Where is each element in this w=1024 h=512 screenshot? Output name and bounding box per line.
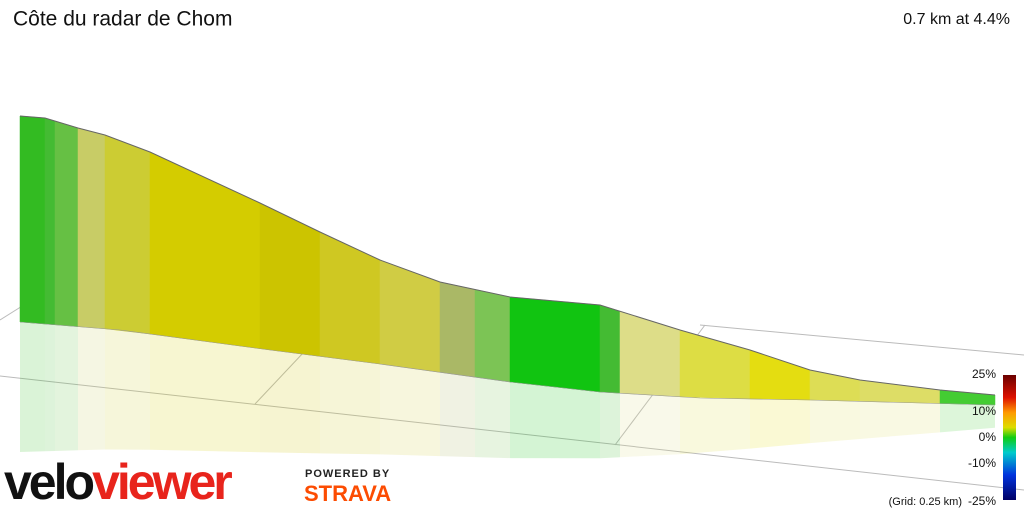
grid-note: (Grid: 0.25 km) [889, 496, 962, 508]
profile-segment [439, 281, 476, 378]
profile-segment [810, 400, 860, 444]
profile-segment [859, 379, 941, 404]
profile-segment [54, 120, 79, 327]
gradient-scale [1003, 375, 1016, 500]
profile-segment [19, 115, 46, 325]
profile-segment [78, 326, 105, 451]
profile-segment [20, 322, 45, 452]
profile-segment [259, 202, 321, 357]
logo: veloviewer [4, 454, 232, 510]
profile-segment [45, 324, 55, 452]
profile-segment [149, 151, 261, 349]
profile-segment [19, 115, 996, 396]
profile-segment [599, 304, 621, 394]
profile-segment [55, 324, 78, 451]
profile-segment [619, 310, 681, 398]
profile-segment [600, 392, 620, 459]
scale-label: -10% [968, 456, 996, 470]
profile-segment [379, 259, 441, 373]
scale-label: 25% [972, 367, 996, 381]
profile-segment [77, 127, 106, 330]
profile-segment [150, 334, 260, 453]
scale-label: 0% [979, 430, 997, 444]
profile-segment [380, 364, 440, 457]
profile-segment [750, 398, 810, 449]
profile-segment [620, 393, 680, 458]
profile-segment [474, 289, 511, 383]
profile-segment [260, 348, 320, 454]
profile-segment [105, 328, 150, 450]
profile-segment [319, 231, 381, 365]
profile-segment [440, 372, 475, 458]
profile-segment [680, 396, 750, 455]
profile-segment [510, 382, 600, 459]
scale-label: -25% [968, 494, 996, 508]
profile-segment [940, 403, 995, 433]
profile-segment [104, 134, 151, 335]
profile-segment [44, 117, 56, 326]
scale-label: 10% [972, 404, 996, 418]
profile-segment [19, 321, 996, 406]
segment-summary: 0.7 km at 4.4% [903, 11, 1010, 28]
elevation-profile [19, 115, 996, 459]
profile-segment [749, 349, 811, 401]
profile-segment [509, 296, 601, 393]
profile-segment [320, 356, 380, 455]
profile-segment [860, 401, 940, 439]
strava-logo: STRAVA [304, 481, 391, 506]
segment-title: Côte du radar de Chom [13, 8, 232, 31]
powered-by: POWERED BY [305, 468, 390, 480]
profile-segment [475, 377, 510, 459]
